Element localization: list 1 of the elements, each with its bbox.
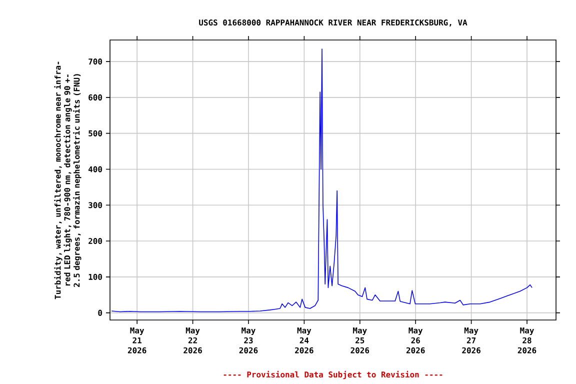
line-series <box>111 48 532 312</box>
